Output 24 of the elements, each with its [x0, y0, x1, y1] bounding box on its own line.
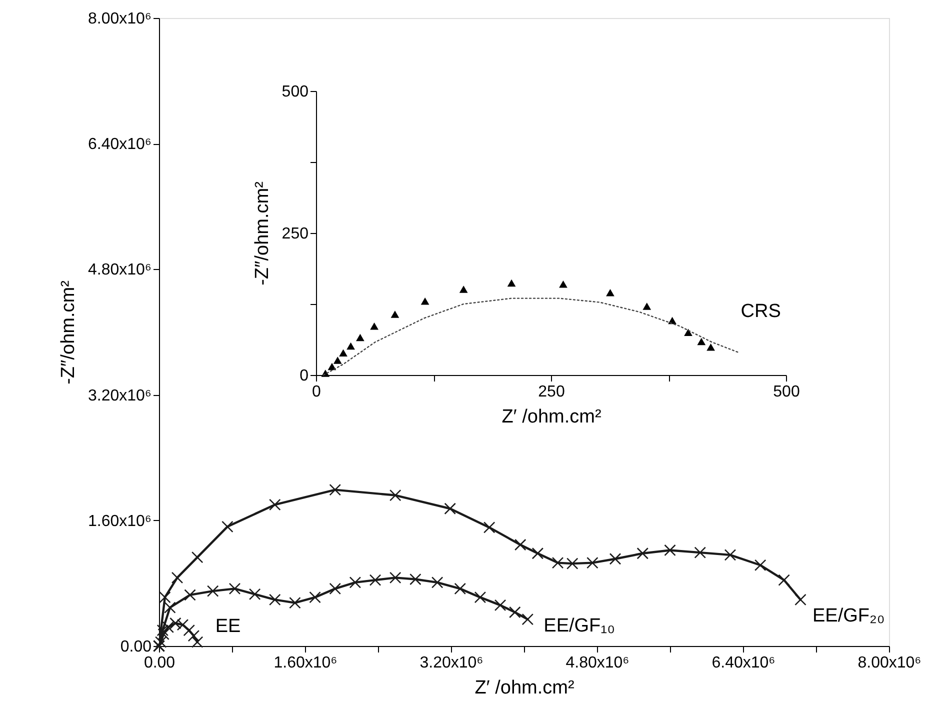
x-tick-label: 500: [773, 384, 800, 400]
y-tick-label: 250: [282, 226, 309, 242]
series-label: CRS: [740, 301, 781, 322]
y-tick-label: 0.00: [120, 638, 152, 656]
y-tick-label: 4.80x10⁶: [88, 262, 152, 279]
y-tick-label: 500: [282, 84, 309, 100]
x-tick-label: 0.00: [144, 654, 176, 672]
y-axis-title: -Z″/ohm.cm²: [58, 280, 79, 384]
y-axis-title: -Z″/ohm.cm²: [252, 182, 273, 286]
x-tick-label: 0: [312, 384, 322, 400]
x-tick-label: 3.20x10⁶: [420, 654, 484, 672]
y-tick-label: 8.00x10⁶: [88, 10, 152, 28]
series-label: EE/GF₁₀: [544, 615, 615, 636]
x-axis-title: Z′ /ohm.cm²: [474, 678, 574, 698]
series-label: EE: [215, 616, 241, 638]
y-tick-label: 6.40x10⁶: [88, 136, 152, 154]
x-tick-label: 8.00x10⁶: [858, 654, 922, 672]
x-tick-label: 6.40x10⁶: [712, 654, 776, 672]
x-axis-title: Z′ /ohm.cm²: [502, 406, 602, 428]
y-tick-label: 1.60x10⁶: [88, 512, 152, 530]
y-tick-label: 0: [300, 368, 309, 384]
x-tick-label: 250: [538, 384, 565, 400]
x-tick-label: 4.80x10⁶: [566, 654, 630, 672]
series-label: EE/GF₂₀: [812, 606, 885, 627]
